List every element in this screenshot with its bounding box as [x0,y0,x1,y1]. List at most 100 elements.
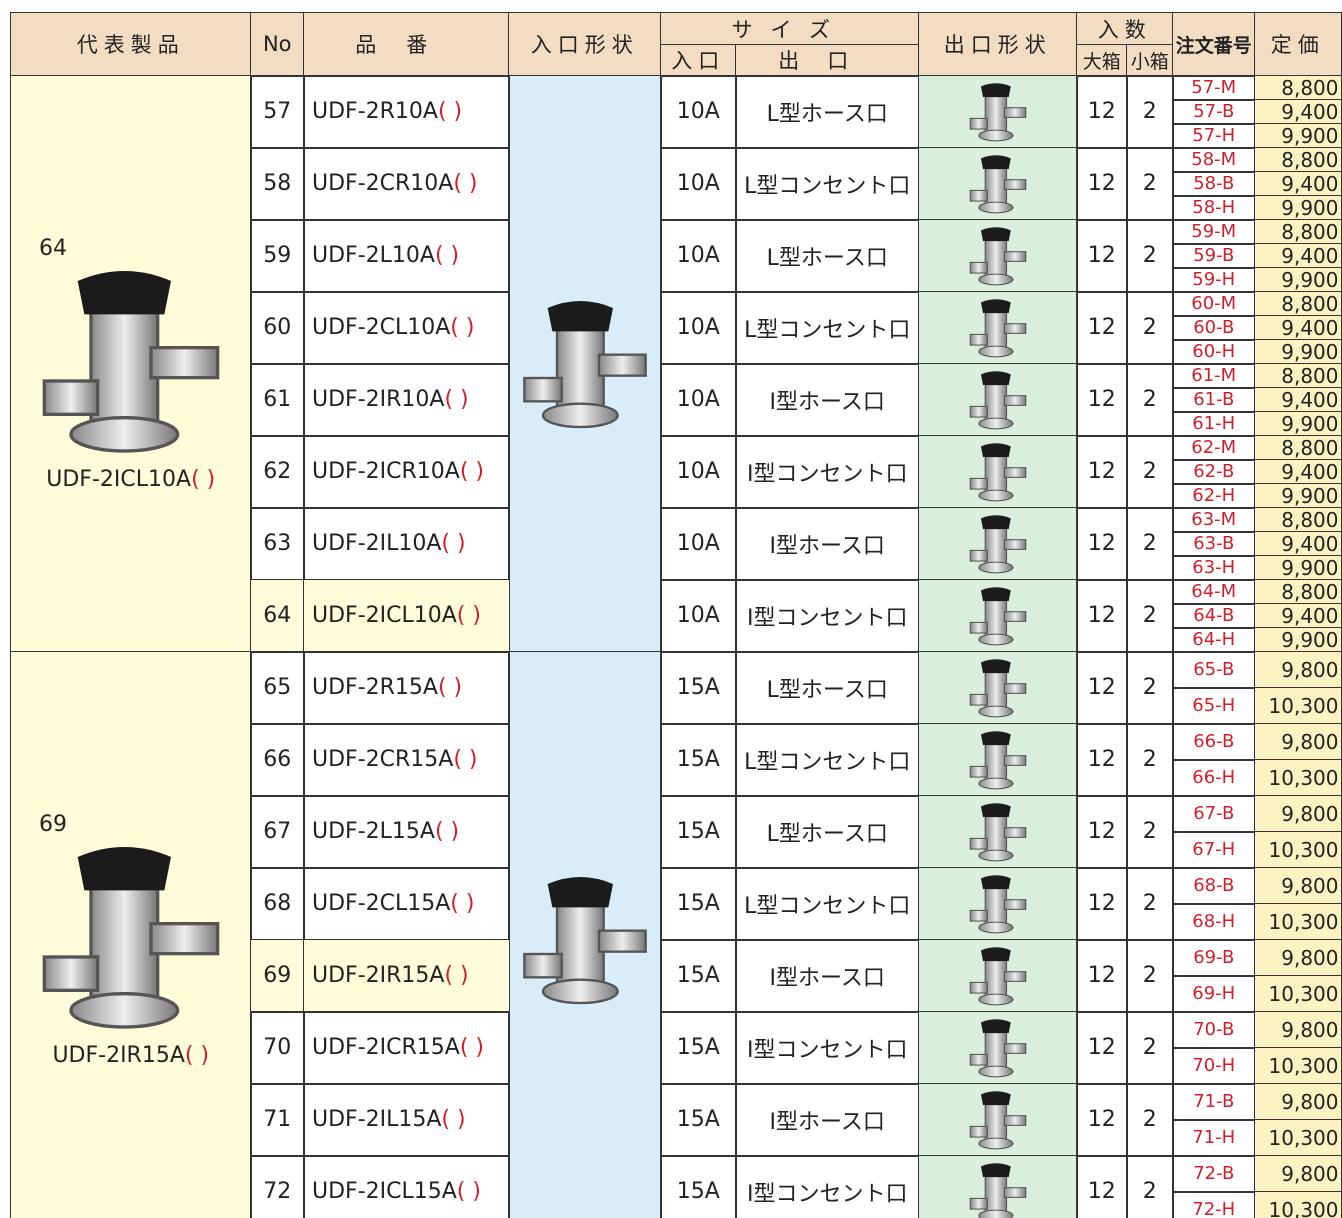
no-cell: 63 [250,507,305,581]
price-cell: 8,800 [1254,507,1342,533]
part-number: UDF-2ICR15A [312,1035,460,1061]
box-large-cell: 12 [1076,795,1128,869]
product-image [969,874,1027,934]
header-cell: サイズ [660,12,920,46]
header-cell: 大箱 [1076,44,1128,77]
order-code-cell: 69-B [1172,939,1256,977]
size-outlet-cell: I型コンセント口 [735,579,920,653]
box-small-cell: 2 [1126,723,1174,797]
header-cell: 代表製品 [10,12,252,77]
outlet-shape-cell [918,579,1078,653]
order-code-cell: 64-H [1172,627,1256,653]
part-cell: UDF-2CR10A( ) [303,147,510,221]
product-image [969,1090,1027,1150]
part-suffix: ( ) [441,531,466,557]
box-large-cell: 12 [1076,75,1128,149]
outlet-shape-cell [918,1011,1078,1085]
part-suffix: ( ) [444,387,469,413]
size-inlet-cell: 15A [660,1011,737,1085]
outlet-shape-cell [918,507,1078,581]
part-number: UDF-2IR15A [312,963,445,989]
price-cell: 10,300 [1254,1191,1342,1218]
price-cell: 9,900 [1254,627,1342,653]
part-number: UDF-2ICL10A [312,603,457,629]
box-large-cell: 12 [1076,723,1128,797]
price-cell: 9,900 [1254,483,1342,509]
part-number: UDF-2IL15A [312,1107,442,1133]
size-inlet-cell: 15A [660,1155,737,1218]
size-inlet-cell: 10A [660,579,737,653]
price-cell: 9,900 [1254,195,1342,221]
part-cell: UDF-2ICL10A( ) [303,579,510,653]
price-cell: 8,800 [1254,579,1342,605]
no-cell: 60 [250,291,305,365]
part-cell: UDF-2IL15A( ) [303,1083,510,1157]
inlet-shape-cell [508,651,662,1218]
box-small-cell: 2 [1126,219,1174,293]
part-number: UDF-2CR10A [312,171,454,197]
product-image [969,226,1027,286]
no-cell: 59 [250,219,305,293]
box-small-cell: 2 [1126,795,1174,869]
price-cell: 9,400 [1254,387,1342,413]
size-outlet-cell: I型ホース口 [735,507,920,581]
price-cell: 9,900 [1254,123,1342,149]
representative-part: UDF-2IR15A( ) [52,1043,209,1068]
no-cell: 65 [250,651,305,725]
box-large-cell: 12 [1076,147,1128,221]
size-inlet-cell: 10A [660,219,737,293]
order-code-cell: 57-H [1172,123,1256,149]
part-cell: UDF-2ICL15A( ) [303,1155,510,1218]
part-number: UDF-2ICL10A [46,466,192,492]
size-outlet-cell: L型コンセント口 [735,867,920,941]
part-cell: UDF-2CL10A( ) [303,291,510,365]
part-cell: UDF-2CL15A( ) [303,867,510,941]
box-large-cell: 12 [1076,363,1128,437]
box-small-cell: 2 [1126,939,1174,1013]
part-suffix: ( ) [184,1042,210,1068]
box-small-cell: 2 [1126,291,1174,365]
no-cell: 67 [250,795,305,869]
order-code-cell: 67-H [1172,831,1256,869]
order-code-cell: 69-H [1172,975,1256,1013]
price-cell: 8,800 [1254,75,1342,101]
part-cell: UDF-2R15A( ) [303,651,510,725]
price-cell: 9,400 [1254,243,1342,269]
price-cell: 10,300 [1254,759,1342,797]
order-code-cell: 62-H [1172,483,1256,509]
header-cell: 注文番号 [1172,12,1256,77]
box-small-cell: 2 [1126,1155,1174,1218]
size-outlet-cell: I型ホース口 [735,1083,920,1157]
order-code-cell: 61-B [1172,387,1256,413]
outlet-shape-cell [918,1155,1078,1218]
price-cell: 10,300 [1254,831,1342,869]
price-cell: 9,900 [1254,267,1342,293]
part-number: UDF-2IR10A [312,387,445,413]
no-cell: 66 [250,723,305,797]
order-code-cell: 58-M [1172,147,1256,173]
order-code-cell: 65-H [1172,687,1256,725]
outlet-shape-cell [918,867,1078,941]
header-cell: No [250,12,305,77]
size-outlet-cell: L型ホース口 [735,651,920,725]
no-cell: 71 [250,1083,305,1157]
box-large-cell: 12 [1076,651,1128,725]
price-cell: 10,300 [1254,1047,1342,1085]
box-small-cell: 2 [1126,1083,1174,1157]
order-code-cell: 61-M [1172,363,1256,389]
representative-part: UDF-2ICL10A( ) [46,467,215,492]
part-suffix: ( ) [450,315,475,341]
no-cell: 61 [250,363,305,437]
box-large-cell: 12 [1076,507,1128,581]
product-image [522,300,647,428]
part-number: UDF-2ICL15A [312,1179,457,1205]
product-image [42,270,220,453]
price-cell: 9,400 [1254,459,1342,485]
part-suffix: ( ) [441,1107,466,1133]
part-suffix: ( ) [459,459,484,485]
header-cell: 出口形状 [918,12,1078,77]
outlet-shape-cell [918,939,1078,1013]
size-outlet-cell: L型コンセント口 [735,723,920,797]
outlet-shape-cell [918,435,1078,509]
